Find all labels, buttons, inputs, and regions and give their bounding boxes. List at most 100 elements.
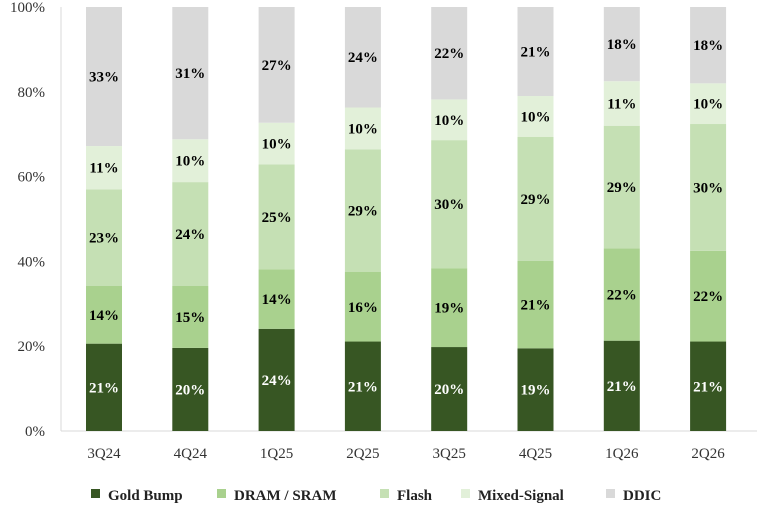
- data-label: 25%: [262, 210, 292, 226]
- bar-segment: [603, 7, 640, 82]
- bar-segment: [517, 136, 554, 261]
- data-label: 20%: [175, 382, 205, 398]
- bar-segment: [344, 107, 381, 150]
- bar-segment: [517, 260, 554, 349]
- data-label: 21%: [89, 380, 119, 396]
- data-label: 24%: [175, 227, 205, 243]
- x-tick-label: 2Q25: [346, 446, 379, 462]
- legend-swatch: [217, 489, 226, 498]
- legend-swatch: [461, 489, 470, 498]
- data-label: 21%: [607, 379, 637, 395]
- bar-segment: [603, 125, 640, 249]
- legend: Gold Bump DRAM / SRAM Flash Mixed-Signal DDI…: [91, 488, 661, 504]
- y-axis-ticks: 0% 20% 40% 60% 80% 100%: [10, 0, 45, 440]
- legend-label: DDIC: [623, 488, 661, 504]
- bar-segment: [172, 139, 209, 183]
- data-label: 21%: [348, 379, 378, 395]
- data-label: 29%: [607, 180, 637, 196]
- data-label: 24%: [348, 50, 378, 66]
- data-label: 16%: [348, 300, 378, 316]
- data-label: 31%: [175, 66, 205, 82]
- bar-segment: [258, 7, 295, 123]
- bar-segment: [690, 341, 727, 431]
- y-tick-label: 60%: [18, 170, 46, 186]
- data-label: 19%: [434, 301, 464, 317]
- data-label: 20%: [434, 382, 464, 398]
- bar-segment: [86, 343, 122, 431]
- bar-segment: [86, 189, 122, 286]
- y-tick-label: 20%: [18, 339, 46, 355]
- legend-label: Gold Bump: [108, 488, 183, 504]
- x-axis-ticks: 3Q24 4Q24 1Q25 2Q25 3Q25 4Q25 1Q26 2Q26: [87, 446, 725, 462]
- y-tick-label: 40%: [18, 254, 46, 270]
- x-tick-label: 3Q25: [433, 446, 466, 462]
- bar-segment: [603, 81, 640, 126]
- bar-segment: [344, 7, 381, 108]
- bar-segment: [172, 347, 209, 431]
- data-label: 21%: [693, 379, 723, 395]
- bar-segment: [690, 250, 727, 342]
- data-label: 22%: [434, 46, 464, 62]
- x-tick-label: 1Q26: [605, 446, 639, 462]
- legend-label: Flash: [397, 488, 433, 504]
- data-label: 11%: [89, 161, 118, 177]
- data-label: 10%: [693, 97, 723, 113]
- data-label: 22%: [607, 287, 637, 303]
- x-tick-label: 4Q24: [174, 446, 208, 462]
- data-label: 21%: [521, 298, 551, 314]
- data-label: 10%: [175, 154, 205, 170]
- bar-segment: [258, 269, 295, 329]
- bar-segment: [431, 99, 468, 141]
- data-label: 22%: [693, 289, 723, 305]
- data-label: 18%: [693, 38, 723, 54]
- bar-segment: [517, 7, 554, 97]
- data-label: 10%: [348, 121, 378, 137]
- bar-segment: [603, 248, 640, 341]
- bar-segment: [86, 7, 122, 147]
- data-label: 14%: [262, 292, 292, 308]
- data-label: 27%: [262, 58, 292, 74]
- bar-segment: [344, 272, 381, 342]
- y-tick-label: 100%: [10, 0, 45, 16]
- x-tick-label: 2Q26: [691, 446, 725, 462]
- x-tick-label: 3Q24: [87, 446, 121, 462]
- bar-segment: [172, 182, 209, 286]
- data-label: 23%: [89, 231, 119, 247]
- legend-swatch: [91, 489, 100, 498]
- data-label: 29%: [521, 192, 551, 208]
- data-label: 10%: [262, 137, 292, 153]
- bar-segment: [431, 347, 468, 431]
- y-tick-label: 0%: [25, 424, 45, 440]
- bar-segment: [344, 341, 381, 431]
- data-label: 19%: [521, 383, 551, 399]
- data-label: 33%: [89, 70, 119, 86]
- data-label: 11%: [607, 96, 636, 112]
- x-tick-label: 4Q25: [519, 446, 552, 462]
- bar-segment: [86, 146, 122, 190]
- legend-swatch: [380, 489, 389, 498]
- data-label: 30%: [434, 197, 464, 213]
- bar-segment: [258, 164, 295, 270]
- bar-segment: [431, 268, 468, 348]
- data-label: 21%: [521, 45, 551, 61]
- plot-area: 21% 14% 23% 11% 33% 20% 15% 24% 10% 31% 24% 14% 25% 1…: [10, 0, 757, 462]
- bar-segment: [690, 83, 727, 125]
- data-label: 30%: [693, 180, 723, 196]
- x-tick-label: 1Q25: [260, 446, 293, 462]
- bar-segment: [258, 328, 295, 431]
- legend-label: DRAM / SRAM: [234, 488, 337, 504]
- data-label: 15%: [175, 310, 205, 326]
- data-label: 14%: [89, 308, 119, 324]
- bar-segment: [258, 122, 295, 165]
- y-tick-label: 80%: [18, 85, 46, 101]
- legend-label: Mixed-Signal: [478, 488, 564, 504]
- bar-segment: [603, 340, 640, 431]
- data-label: 18%: [607, 37, 637, 53]
- data-label: 24%: [262, 373, 292, 389]
- data-label: 29%: [348, 204, 378, 220]
- bar-segment: [172, 285, 209, 348]
- bar-segment: [431, 140, 468, 269]
- bar-segment: [690, 124, 727, 251]
- bar-segment: [344, 149, 381, 272]
